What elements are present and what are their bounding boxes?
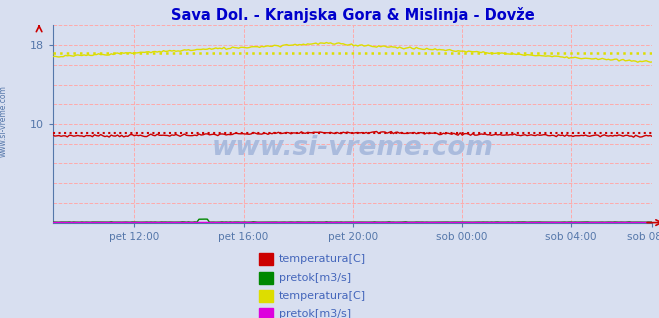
- Text: pretok[m3/s]: pretok[m3/s]: [279, 273, 351, 283]
- Text: temperatura[C]: temperatura[C]: [279, 291, 366, 301]
- Title: Sava Dol. - Kranjska Gora & Mislinja - Dovže: Sava Dol. - Kranjska Gora & Mislinja - D…: [171, 7, 534, 23]
- Text: temperatura[C]: temperatura[C]: [279, 254, 366, 264]
- Text: www.si-vreme.com: www.si-vreme.com: [0, 85, 8, 157]
- Text: pretok[m3/s]: pretok[m3/s]: [279, 309, 351, 318]
- Text: www.si-vreme.com: www.si-vreme.com: [212, 135, 494, 161]
